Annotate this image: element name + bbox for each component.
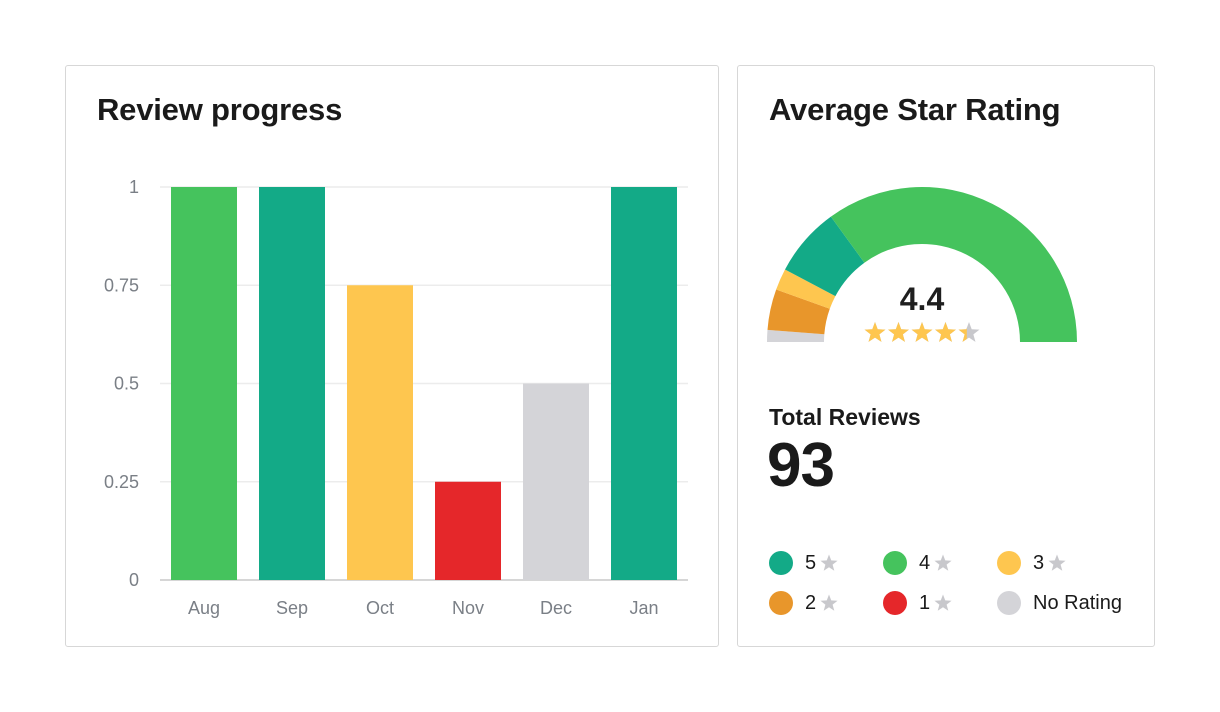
x-tick-label: Jan (629, 598, 658, 618)
y-tick-label: 1 (129, 177, 139, 197)
star-icon (820, 554, 838, 571)
bar-jan[interactable] (611, 187, 677, 580)
review-progress-card: Review progress 0 0.25 0.5 0.75 1 Aug Sep Oct No… (65, 65, 719, 647)
rating-star-fill-icon (911, 322, 933, 342)
legend-label: 4 (919, 551, 931, 574)
y-tick-label: 0.75 (104, 275, 139, 295)
legend-color-dot (883, 551, 907, 575)
x-tick-label: Nov (452, 598, 484, 618)
review-progress-title: Review progress (97, 92, 343, 127)
star-icon (1048, 554, 1066, 571)
legend-color-dot (769, 551, 793, 575)
y-tick-label: 0 (129, 570, 139, 590)
rating-star-fill-icon (888, 322, 909, 342)
star-icon (820, 594, 838, 611)
legend-item: 4 (883, 550, 952, 576)
legend-item: 3 (997, 550, 1066, 576)
star-icon (934, 594, 952, 611)
legend-label: 3 (1033, 551, 1045, 574)
x-tick-label: Aug (188, 598, 220, 618)
legend-label: 1 (919, 591, 931, 614)
y-tick-label: 0.25 (104, 472, 139, 492)
legend-item: 2 (769, 590, 838, 616)
gauge-segment[interactable] (767, 329, 825, 342)
rating-gauge: 4.4 (767, 187, 1077, 342)
x-tick-label: Sep (276, 598, 308, 618)
average-rating-value: 4.4 (900, 281, 945, 317)
bar-aug[interactable] (171, 187, 237, 580)
total-reviews-value: 93 (767, 431, 835, 500)
rating-star-icon (958, 322, 980, 342)
legend-label: 2 (805, 591, 817, 614)
gauge-segment[interactable] (830, 187, 1077, 342)
legend-item: 5 (769, 550, 838, 576)
x-tick-label: Oct (366, 598, 394, 618)
total-reviews-label: Total Reviews (769, 404, 921, 430)
rating-star-fill-icon (864, 322, 886, 342)
rating-star-fill-icon (935, 322, 956, 342)
legend-label: No Rating (1033, 591, 1122, 614)
gauge-segment[interactable] (785, 216, 865, 297)
average-star-rating-card: Average Star Rating 4.4 Total Reviews 93… (737, 65, 1155, 647)
legend-color-dot (883, 591, 907, 615)
legend-label: 5 (805, 551, 817, 574)
gauge-segment[interactable] (767, 289, 830, 335)
star-icon (934, 554, 952, 571)
x-tick-label: Dec (540, 598, 572, 618)
y-tick-label: 0.5 (114, 374, 139, 394)
legend-item: 1 (883, 590, 952, 616)
legend-color-dot (769, 591, 793, 615)
gauge-segment[interactable] (776, 269, 836, 309)
average-star-rating-title: Average Star Rating (769, 92, 1061, 127)
bar-oct[interactable] (347, 285, 413, 580)
legend-color-dot (997, 591, 1021, 615)
bar-sep[interactable] (259, 187, 325, 580)
legend-item: No Rating (997, 590, 1122, 616)
review-progress-chart: 0 0.25 0.5 0.75 1 Aug Sep Oct Nov Dec Jan (104, 177, 688, 618)
bar-nov[interactable] (435, 481, 501, 580)
bar-dec[interactable] (523, 383, 589, 581)
rating-star-fill-icon (958, 327, 967, 342)
legend-color-dot (997, 551, 1021, 575)
